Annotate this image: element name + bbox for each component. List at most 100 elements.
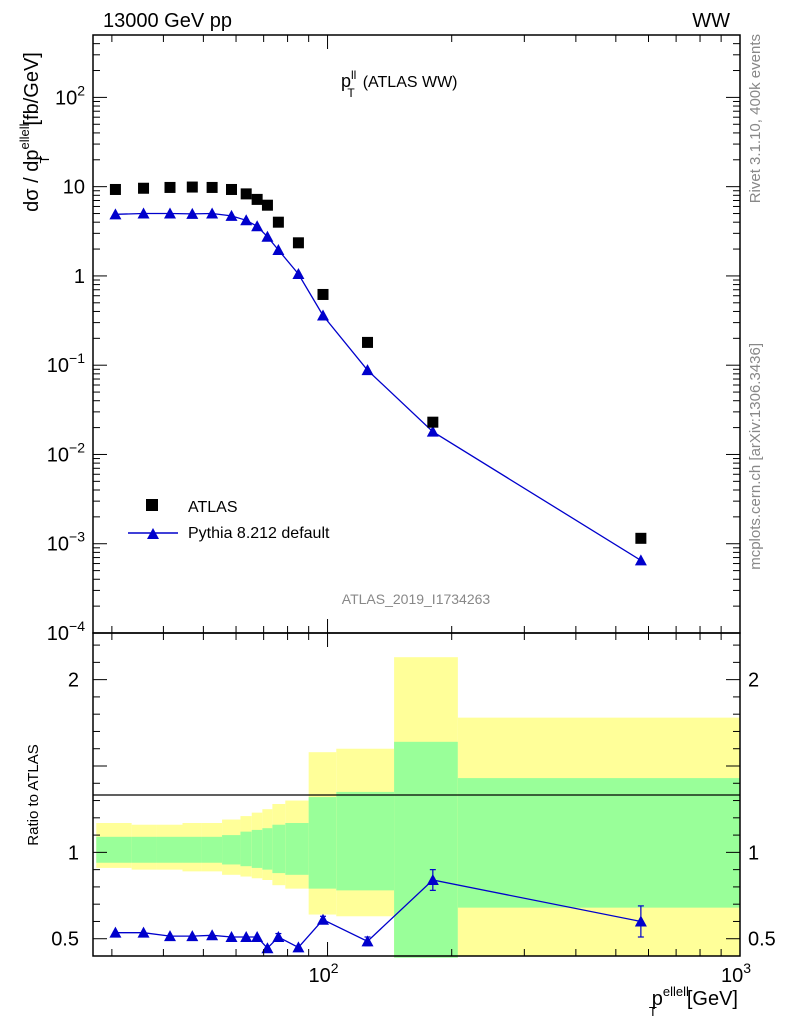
y-tick-label: 1 [74, 266, 85, 288]
ratio-pythia-point [225, 931, 238, 942]
pythia-point [109, 208, 122, 220]
ratio-band-inner [240, 831, 252, 867]
y-tick-label: 10 [63, 177, 85, 199]
y-label-unit: [fb/GeV] [21, 52, 43, 125]
panel-title-suffix: (ATLAS WW) [363, 74, 458, 91]
ratio-pythia-point [272, 931, 285, 942]
ratio-y-tick-label-right: 2 [748, 670, 759, 692]
ratio-band-inner [308, 797, 337, 889]
ratio-pythia-point [109, 926, 122, 938]
ratio-frame [92, 632, 741, 957]
ratio-pythia-point [186, 930, 199, 942]
panel-title-sup: ll [351, 68, 356, 82]
legend-atlas-label: ATLAS [188, 499, 238, 516]
pythia-point [186, 207, 199, 219]
pythia-point [361, 364, 374, 376]
ratio-pythia-point [361, 935, 374, 947]
pythia-point [272, 244, 285, 256]
ratio-y-tick-label-right: 0.5 [748, 929, 776, 951]
main-panel: 10−4 10−3 10−2 10−1 1 10 102 pll T (ATLAS WW) dσ… [17, 34, 741, 645]
atlas-point [164, 181, 176, 193]
ratio-pythia-point [634, 915, 647, 927]
atlas-point [317, 288, 329, 300]
y-tick-label: 10−2 [47, 439, 85, 466]
atlas-point [138, 182, 150, 194]
ratio-pythia-point [251, 931, 264, 942]
process-label: WW [692, 10, 730, 32]
legend-atlas-marker [146, 499, 158, 511]
ratio-pythia-point [163, 930, 176, 942]
pythia-point [163, 207, 176, 219]
ratio-band-inner [156, 836, 183, 863]
ratio-axis-ticks: 0.5 0.5 1 1 2 2 102 103 [51, 633, 776, 987]
atlas-point [427, 416, 439, 428]
ratio-band-inner [272, 824, 286, 874]
ratio-band-inner [201, 836, 223, 863]
energy-label: 13000 GeV pp [103, 10, 232, 32]
y-label-main: dσ / dp [21, 149, 43, 211]
main-axis-ticks: 10−4 10−3 10−2 10−1 1 10 102 [47, 34, 741, 645]
x-label-sub: T [649, 1004, 657, 1019]
pythia-point [634, 554, 647, 566]
atlas-point [292, 237, 304, 249]
pythia-point [251, 220, 264, 232]
pythia-point [225, 209, 238, 221]
ratio-y-tick-label: 1 [68, 842, 79, 864]
main-y-axis-label: dσ / dpellell T [fb/GeV] [17, 52, 52, 212]
pythia-point [261, 230, 274, 242]
ratio-marks [109, 869, 647, 954]
atlas-point [206, 181, 218, 193]
ratio-pythia-point [292, 941, 305, 953]
pythia-point [317, 309, 330, 321]
ratio-band-inner [222, 835, 241, 865]
y-tick-label: 102 [55, 82, 85, 109]
x-label-main: p [652, 988, 663, 1010]
ratio-band-inner [285, 823, 309, 875]
ratio-band-inner [394, 741, 458, 958]
analysis-watermark: ATLAS_2019_I1734263 [342, 591, 491, 607]
ratio-band-inner [336, 791, 395, 891]
ratio-pythia-point [240, 931, 253, 942]
ratio-y-tick-label: 0.5 [51, 929, 79, 951]
panel-title: pll T (ATLAS WW) [341, 68, 458, 100]
ratio-band-inner [457, 778, 740, 908]
atlas-point [109, 183, 121, 195]
x-label-unit: [GeV] [687, 988, 738, 1010]
y-tick-label: 10−3 [47, 529, 85, 556]
atlas-point [261, 199, 273, 211]
atlas-point [251, 193, 263, 205]
main-marks [109, 181, 647, 566]
legend-pythia-marker [147, 528, 159, 539]
ratio-band-inner [96, 836, 132, 863]
ratio-y-tick-label-right: 1 [748, 842, 759, 864]
x-tick-label: 102 [309, 960, 339, 987]
x-axis-label: pellell T [GeV] [649, 984, 738, 1019]
ratio-band-inner [131, 836, 157, 863]
pythia-point [137, 207, 150, 219]
ratio-pythia-point [137, 926, 150, 938]
rivet-version-label: Rivet 3.1.10, 400k events [747, 34, 764, 203]
pythia-point [426, 425, 439, 437]
atlas-point [362, 336, 374, 348]
ratio-pythia-point [317, 913, 330, 925]
legend: ATLAS Pythia 8.212 default [128, 499, 330, 542]
ratio-panel: 0.5 0.5 1 1 2 2 102 103 Ratio to ATLAS pellell T… [25, 632, 776, 1019]
ratio-bands [96, 657, 740, 958]
legend-pythia-label: Pythia 8.212 default [188, 525, 330, 542]
atlas-point [186, 181, 198, 193]
atlas-point [635, 532, 647, 544]
atlas-point [226, 183, 238, 195]
panel-title-main: p [341, 71, 351, 91]
ratio-y-tick-label: 2 [68, 670, 79, 692]
ratio-band-inner [251, 829, 263, 868]
ratio-pythia-point [206, 929, 219, 941]
panel-title-sub: T [347, 86, 355, 100]
x-tick-label: 103 [721, 960, 751, 987]
atlas-point [240, 188, 252, 200]
pythia-point [292, 268, 305, 280]
y-label-sub: T [37, 155, 52, 163]
ratio-band-inner [262, 828, 273, 870]
y-tick-label: 10−4 [47, 618, 85, 645]
atlas-point [272, 216, 284, 228]
